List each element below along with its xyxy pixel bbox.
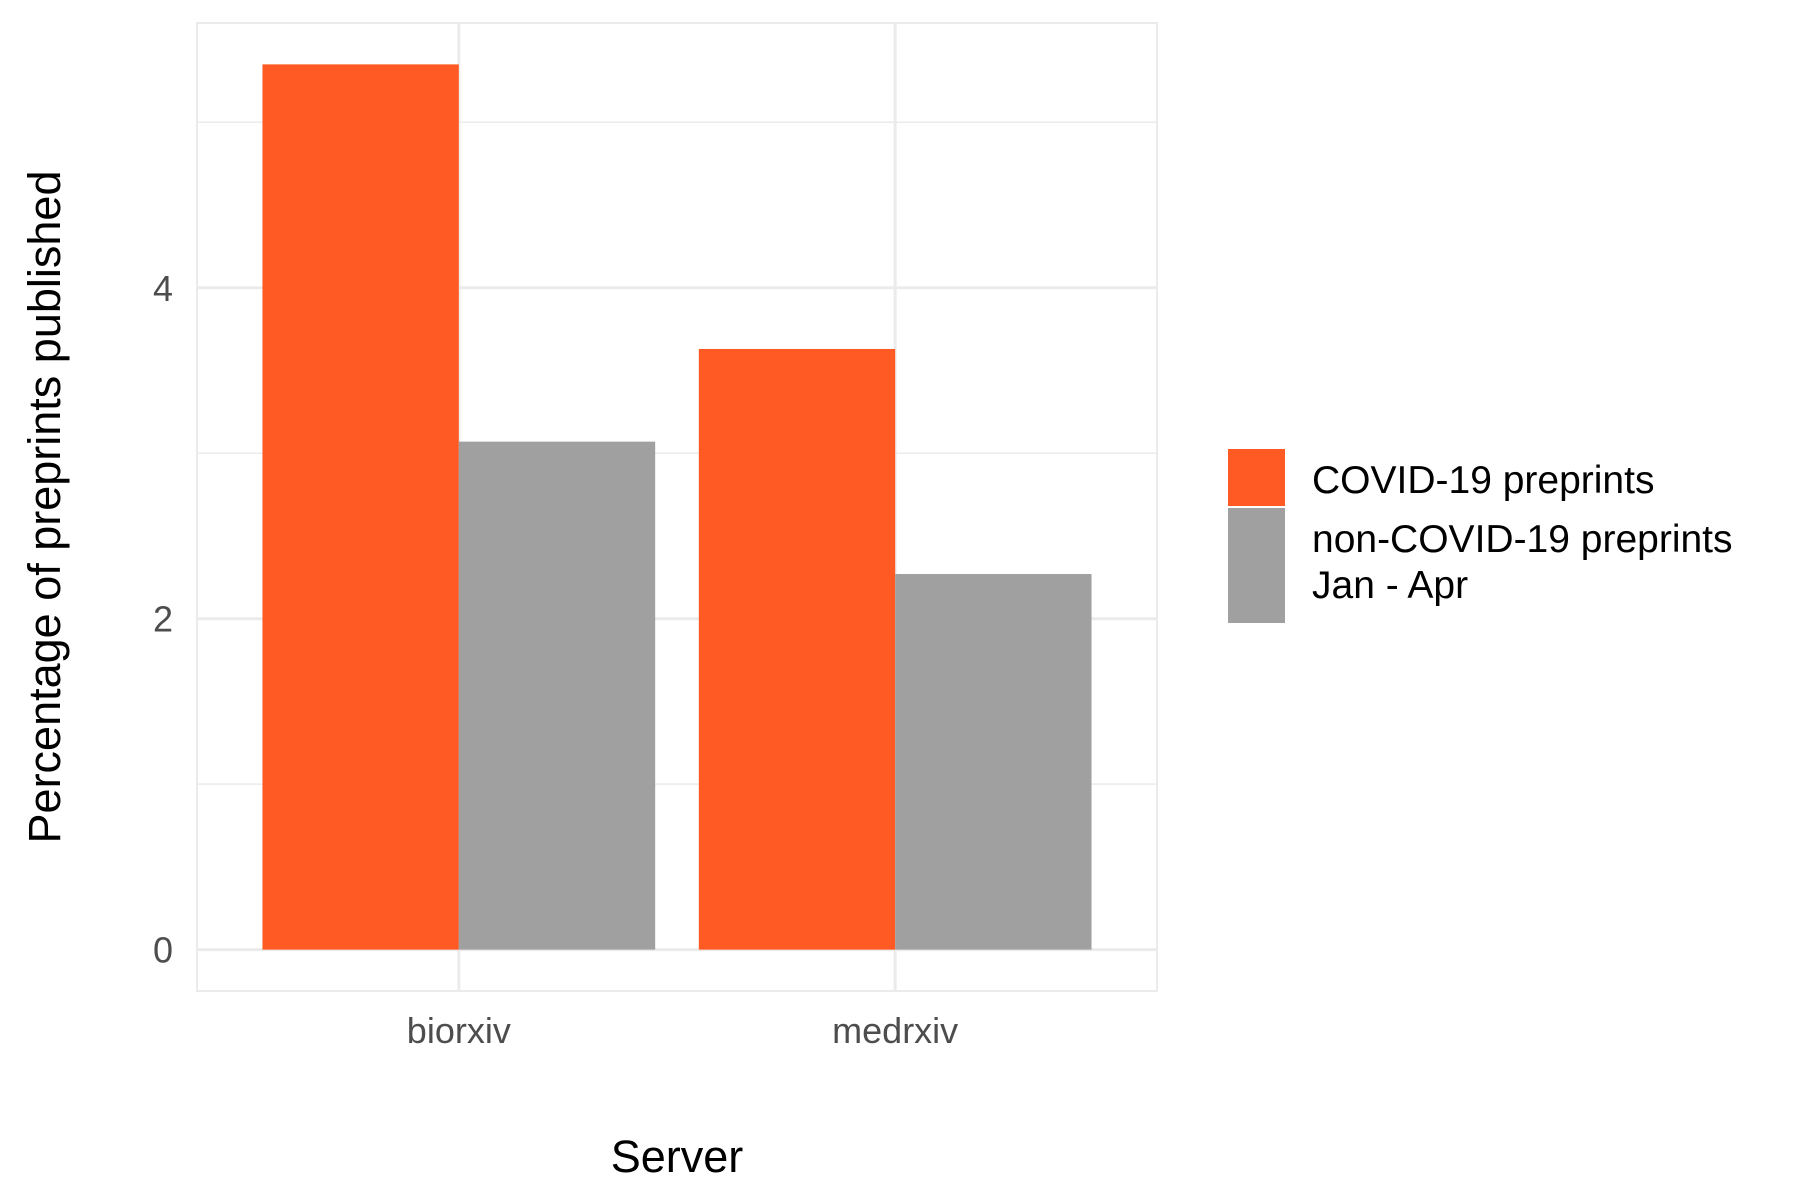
plot-panel xyxy=(196,22,1158,992)
x-tick-label: biorxiv xyxy=(407,1010,511,1051)
x-tick-label: medrxiv xyxy=(832,1010,958,1051)
bars xyxy=(262,64,1092,950)
bar-medrxiv-series-1 xyxy=(895,574,1092,950)
legend-label-0: COVID-19 preprints xyxy=(1312,459,1654,502)
y-axis-title: Percentage of preprints published xyxy=(19,171,70,844)
x-axis-title: Server xyxy=(611,1131,744,1182)
y-tick-label: 4 xyxy=(153,268,173,309)
legend: COVID-19 preprints non-COVID-19 preprints… xyxy=(1228,449,1733,623)
bar-biorxiv-series-0 xyxy=(262,64,459,950)
bar-biorxiv-series-1 xyxy=(458,441,656,950)
bar-medrxiv-series-0 xyxy=(698,348,896,950)
legend-key-0 xyxy=(1228,449,1285,506)
x-axis-ticks: biorxiv medrxiv xyxy=(407,1010,958,1051)
y-axis-ticks: 0 2 4 xyxy=(153,268,173,971)
y-tick-label: 2 xyxy=(153,599,173,640)
y-tick-label: 0 xyxy=(153,930,173,971)
legend-key-1 xyxy=(1228,508,1285,623)
legend-label-1: non-COVID-19 preprints Jan - Apr xyxy=(1312,518,1733,607)
